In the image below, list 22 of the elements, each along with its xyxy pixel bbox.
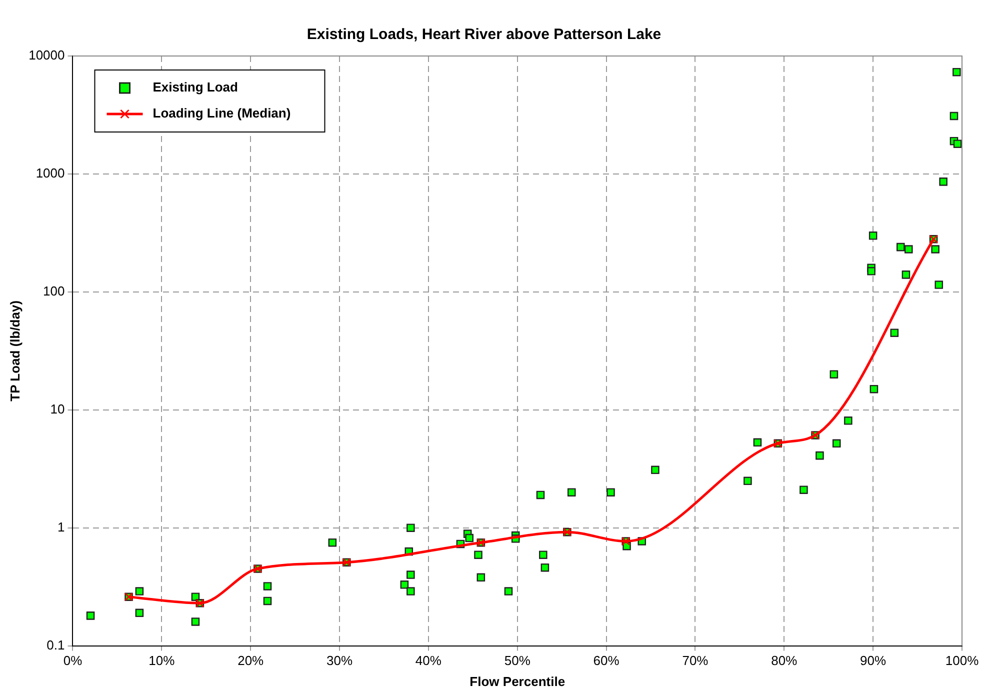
y-tick-label: 100 xyxy=(43,284,65,298)
y-tick-label: 1 xyxy=(58,519,65,534)
legend-label: Existing Load xyxy=(152,80,238,95)
x-tick-label: 20% xyxy=(238,653,264,668)
y-tick-label: 10 xyxy=(50,401,65,416)
y-tick-label: 0.1 xyxy=(46,637,65,652)
x-axis-title: Flow Percentile xyxy=(470,674,566,689)
x-tick-label: 50% xyxy=(504,653,531,668)
y-axis-title: TP Load (lb/day) xyxy=(7,300,22,402)
legend-label: Loading Line (Median) xyxy=(152,106,291,121)
y-tick-label: 10000 xyxy=(28,48,65,63)
x-tick-label: 10% xyxy=(148,653,176,668)
x-tick-label: 40% xyxy=(415,653,442,668)
y-tick-label: 1000 xyxy=(36,166,65,181)
x-tick-label: 90% xyxy=(860,653,887,668)
x-tick-label: 80% xyxy=(771,653,798,668)
x-tick-label: 100% xyxy=(945,653,980,668)
x-tick-label: 0% xyxy=(63,653,83,668)
x-tick-label: 60% xyxy=(593,653,620,668)
chart-title: Existing Loads, Heart River above Patterson Lake xyxy=(306,26,662,44)
x-tick-label: 30% xyxy=(326,653,353,668)
x-tick-label: 70% xyxy=(682,653,709,668)
